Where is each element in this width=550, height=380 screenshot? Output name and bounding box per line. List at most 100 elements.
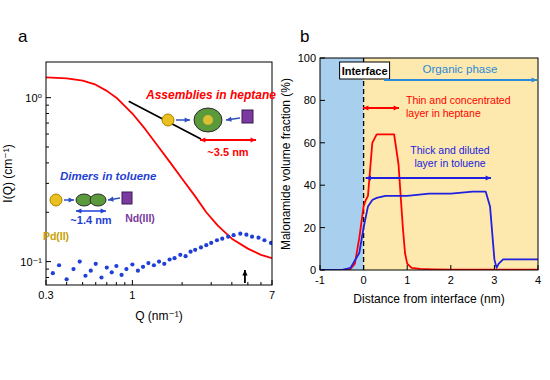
scatter-point <box>110 270 114 274</box>
x-minor-tick <box>260 282 261 285</box>
arrow-head <box>101 208 106 213</box>
scatter-point <box>220 237 224 241</box>
scatter-point <box>89 269 93 273</box>
nd-icon <box>122 192 132 204</box>
arrow-head <box>366 175 371 180</box>
y-tick <box>320 58 325 59</box>
scatter-point <box>71 267 75 271</box>
scatter-point <box>51 271 55 275</box>
y-tick-label: 10⁻¹ <box>20 256 42 268</box>
x-minor-tick <box>124 282 125 285</box>
scatter-point <box>215 238 219 242</box>
arrow-shaft <box>384 79 537 81</box>
y-axis-label: I(Q) (cm⁻¹) <box>1 144 15 202</box>
scatter-point <box>178 253 182 257</box>
y-tick <box>320 227 325 228</box>
x-tick <box>46 280 47 285</box>
y-tick <box>320 142 325 143</box>
scatter-point <box>78 260 82 264</box>
scatter-point <box>105 265 109 269</box>
y-minor-tick <box>46 105 49 106</box>
y-minor-tick <box>46 212 49 213</box>
x-tick <box>494 265 495 270</box>
arrow-head <box>251 137 256 142</box>
scatter-point <box>57 263 61 267</box>
scatter-point <box>168 257 172 261</box>
series-line <box>320 192 538 270</box>
x-tick-label: 4 <box>535 274 541 286</box>
organic-phase-label: Organic phase <box>423 63 498 75</box>
scatter-point <box>157 260 161 264</box>
y-minor-tick <box>46 269 49 270</box>
arrow-head <box>76 208 81 213</box>
series-label: Dimers in toluene <box>60 170 157 182</box>
y-minor-tick <box>46 162 49 163</box>
scatter-point <box>209 241 213 245</box>
scatter-point <box>244 233 248 237</box>
panel-b: -101234020406080100Distance from interfa… <box>279 27 541 306</box>
y-tick-label: 10⁰ <box>25 92 42 104</box>
scatter-point <box>94 262 98 266</box>
arrow <box>76 208 106 213</box>
peak-arrow <box>242 270 247 283</box>
scatter-point <box>256 236 260 240</box>
layer-label: Thin and concentrated <box>406 94 511 106</box>
guide-line <box>129 101 201 139</box>
arrow-head <box>394 105 399 110</box>
x-tick <box>407 265 408 270</box>
pd-icon <box>162 114 174 126</box>
x-minor-tick <box>231 282 232 285</box>
y-axis-label: Malonamide volume fraction (%) <box>279 78 293 250</box>
arrow-head <box>363 105 368 110</box>
scatter-point <box>250 235 254 239</box>
interface-line <box>363 58 364 270</box>
arrow-shaft <box>200 139 256 141</box>
scatter-point <box>232 233 236 237</box>
y-tick <box>320 270 325 271</box>
arrow-head <box>185 117 190 122</box>
scatter-point <box>136 269 140 273</box>
y-minor-tick <box>46 134 49 135</box>
panel-letter: a <box>18 27 28 46</box>
arrow <box>366 175 491 180</box>
scatter-point <box>162 262 166 266</box>
x-minor-tick <box>66 282 67 285</box>
pd-label: Pd(II) <box>43 230 69 242</box>
plot-frame <box>320 58 538 270</box>
arrow <box>176 117 190 122</box>
scatter-point <box>114 264 118 268</box>
y-tick <box>320 185 325 186</box>
scatter-point <box>193 248 197 252</box>
y-tick <box>46 261 51 262</box>
arrow <box>64 197 74 202</box>
arrow <box>384 77 537 82</box>
x-minor-tick <box>247 282 248 285</box>
arrow-shaft <box>366 177 491 179</box>
scatter-point <box>199 245 203 249</box>
y-tick-label: 0 <box>310 264 316 276</box>
x-minor-tick <box>106 282 107 285</box>
x-tick-label: 2 <box>448 274 454 286</box>
scatter-point <box>146 261 150 265</box>
nd-label: Nd(III) <box>125 212 155 224</box>
x-tick-label: 7 <box>269 289 275 301</box>
y-tick-label: 40 <box>304 179 316 191</box>
x-minor-tick <box>82 282 83 285</box>
series-label: Assemblies in heptane <box>145 88 276 102</box>
x-minor-tick <box>211 282 212 285</box>
scatter-point <box>119 273 123 277</box>
scatter-point <box>141 265 145 269</box>
arrow-head <box>108 197 114 202</box>
y-tick-label: 80 <box>304 94 316 106</box>
x-tick-label: 0 <box>361 274 367 286</box>
y-tick-label: 20 <box>304 222 316 234</box>
scatter-point <box>204 243 208 247</box>
phase-background <box>320 58 538 270</box>
x-minor-tick <box>116 282 117 285</box>
scatter-point <box>83 274 87 278</box>
x-minor-tick <box>95 282 96 285</box>
arrow <box>363 105 399 110</box>
scatter-point <box>172 256 176 260</box>
scatter-point <box>262 238 266 242</box>
interface-box <box>340 62 390 79</box>
